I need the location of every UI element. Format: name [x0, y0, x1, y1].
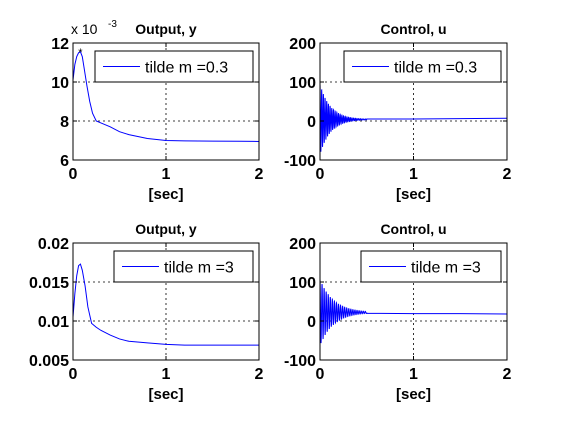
y-tick-label: 10: [51, 75, 69, 92]
x-tick-label: 2: [503, 166, 512, 183]
x-axis-label: [sec]: [148, 386, 183, 403]
x-tick-label: 2: [255, 166, 264, 183]
x-tick-label: 1: [162, 366, 171, 383]
y-tick-label: 0.015: [29, 275, 69, 292]
chart-title: Output, y: [135, 221, 197, 237]
x-tick-label: 0: [316, 366, 325, 383]
y-tick-label: 100: [289, 75, 316, 92]
y-tick-label: 8: [60, 114, 69, 131]
x-tick-label: 1: [162, 166, 171, 183]
y-tick-label: 6: [60, 153, 69, 170]
y-exponent-base: x 10: [71, 21, 98, 37]
y-tick-label: 0.01: [38, 314, 69, 331]
y-tick-label: -100: [284, 153, 316, 170]
x-tick-label: 0: [69, 166, 78, 183]
x-axis-label: [sec]: [148, 186, 183, 203]
y-tick-label: 12: [51, 36, 69, 53]
series-line-1: [320, 279, 507, 344]
x-axis-label: [sec]: [396, 386, 431, 403]
chart-title: Control, u: [380, 21, 446, 37]
x-tick-label: 1: [409, 166, 418, 183]
x-tick-label: 0: [316, 166, 325, 183]
series-line-1: [73, 51, 259, 142]
y-tick-label: -100: [284, 353, 316, 370]
chart-title: Output, y: [135, 21, 197, 37]
y-tick-label: 200: [289, 236, 316, 253]
peak-marker: *: [78, 47, 83, 59]
series-line-1: [73, 263, 259, 346]
y-tick-label: 0: [307, 114, 316, 131]
legend-label: tilde m =3: [164, 260, 234, 277]
y-tick-label: 0.02: [38, 236, 69, 253]
series-line-1: [320, 84, 507, 152]
x-tick-label: 0: [69, 366, 78, 383]
y-exponent-power: -3: [108, 19, 117, 30]
y-tick-label: 0.005: [29, 353, 69, 370]
x-tick-label: 1: [409, 366, 418, 383]
x-tick-label: 2: [255, 366, 264, 383]
y-tick-label: 200: [289, 36, 316, 53]
x-axis-label: [sec]: [396, 186, 431, 203]
legend-label: tilde m =0.3: [145, 60, 228, 77]
legend-label: tilde m =0.3: [394, 60, 477, 77]
x-tick-label: 2: [503, 366, 512, 383]
y-tick-label: 0: [307, 314, 316, 331]
legend-label: tilde m =3: [411, 260, 481, 277]
chart-panel-3: 0 1 2 0.005 0.01 0.015 0.02 Output, y [sec] tilde…: [29, 221, 264, 403]
chart-title: Control, u: [380, 221, 446, 237]
y-tick-label: 100: [289, 275, 316, 292]
